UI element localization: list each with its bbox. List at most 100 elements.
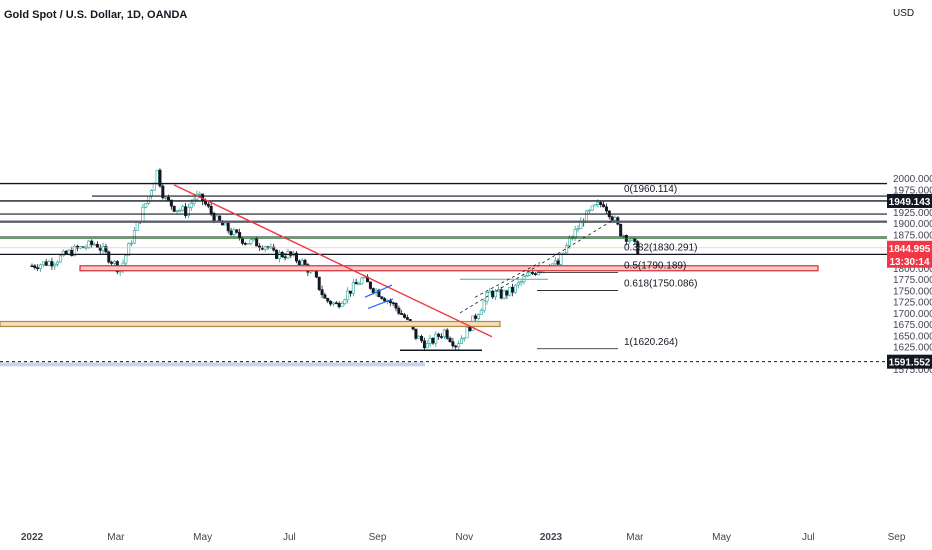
candle-down [98,247,102,251]
price-tick-label: 1775.000 [893,275,932,286]
price-tick-label: 1925.000 [893,208,932,219]
candle-down [303,259,307,265]
candle-up [363,276,367,279]
candle-up [613,217,617,221]
candle-down [209,205,213,214]
candle-up [300,259,304,266]
candle-down [44,261,48,266]
candle-down [161,185,165,199]
candle-up [56,261,60,265]
candle-up [462,337,466,340]
candle-up [519,281,523,284]
candle-down [158,169,162,187]
candle-up [465,326,469,339]
candle-down [511,286,515,293]
candle-down [323,294,327,299]
candle-down [431,337,435,344]
resistance-price-tag-bg [887,193,932,208]
candle-up [457,343,461,348]
chart-title: Gold Spot / U.S. Dollar, 1D, OANDA [4,9,187,21]
candle-up [144,203,148,208]
candle-down [610,216,614,221]
candle-down [258,245,262,248]
candle-up [78,246,82,249]
candle-up [508,286,512,296]
candle-up [442,329,446,337]
candle-down [391,302,395,305]
demand-zone [0,320,501,328]
candle-down [226,222,230,232]
candle-down [334,302,338,305]
candle-up [331,302,335,305]
candle-up [513,284,517,293]
candle-up [417,336,421,339]
candle-up [357,283,361,286]
candle-up [482,300,486,311]
candle-down [50,261,54,267]
candle-up [147,195,151,204]
candle-up [528,272,532,276]
candle-down [326,298,330,302]
candle-up [559,254,563,265]
candle-up [223,222,227,226]
countdown-tag: 13:30:14 [889,257,929,268]
candle-down [283,256,287,259]
candle-up [181,206,185,211]
candle-up [152,182,156,191]
candle-down [272,246,276,251]
candle-up [61,250,65,257]
candle-up [459,338,463,344]
candle-down [218,215,222,222]
candle-down [371,288,375,293]
candle-up [164,196,168,199]
candle-up [502,290,506,299]
time-tick-label: Nov [455,532,473,543]
price-tick-label: 1625.000 [893,343,932,354]
currency-label: USD [893,8,914,19]
candle-down [468,326,472,331]
candle-up [178,209,182,212]
fib-level-label: 0.618(1750.086) [624,278,697,289]
candle-down [451,341,455,347]
price-tick-label: 1675.000 [893,320,932,331]
candle-up [476,314,480,319]
candle-down [505,290,509,296]
candle-down [76,245,80,249]
candle-up [346,290,350,301]
current-price-tag: 1844.995 [889,244,931,255]
price-tick-label: 1650.000 [893,331,932,342]
time-axis[interactable]: 2022 Mar May Jul Sep Nov 2023 Mar May Jul Sep [21,532,906,543]
candle-up [576,228,580,230]
candle-down [445,329,449,339]
candle-up [488,290,492,294]
candle-up [112,261,116,264]
candle-down [206,203,210,207]
candle-down [368,281,372,289]
candle-down [400,313,404,315]
price-tick-label: 1900.000 [893,219,932,230]
price-axis[interactable]: 1575.0001600.0001625.0001650.0001675.000… [887,174,932,376]
support-price-tag-bg [887,354,932,369]
fib-level-label: 0.382(1830.291) [624,242,697,253]
candle-down [90,240,94,245]
candle-up [622,235,626,237]
candle-up [67,250,71,255]
candle-up [565,245,569,254]
candle-down [320,289,324,296]
candle-up [596,202,600,205]
candle-down [172,205,176,212]
fib-level-label: 0(1960.114) [624,184,677,195]
candle-down [383,298,387,302]
candle-down [240,237,244,244]
candle-down [36,267,40,270]
candle-up [39,264,43,270]
candle-down [229,230,233,235]
candle-up [73,245,77,256]
candle-down [70,250,74,256]
fib-level-label: 1(1620.264) [624,337,678,348]
channel-line [474,262,541,298]
fibonacci-levels: 0(1960.114) 0.382(1830.291) 0.5(1790.189) 0… [537,184,697,350]
candle-up [130,242,134,245]
candle-down [167,196,171,201]
